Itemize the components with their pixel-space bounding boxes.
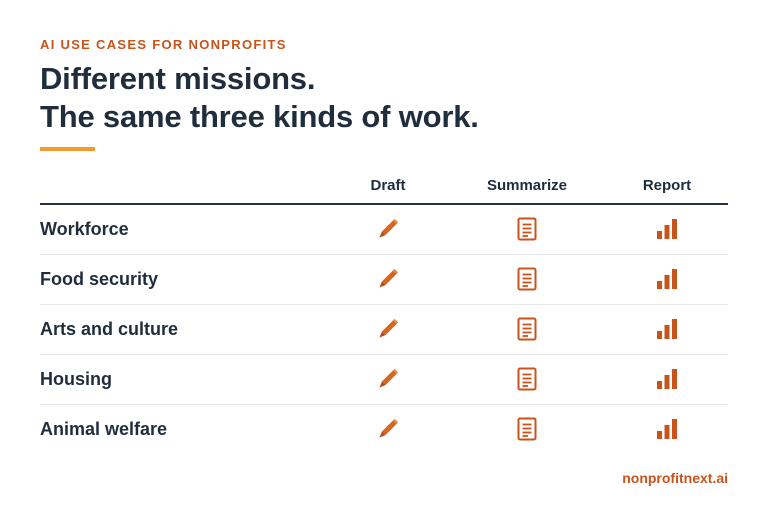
column-header-draft: Draft xyxy=(370,177,406,194)
column-header-report: Report xyxy=(642,177,692,194)
table-row: Housing xyxy=(40,355,728,405)
table-row: Arts and culture xyxy=(40,305,728,355)
row-label: Housing xyxy=(40,369,112,389)
table-row: Animal welfare xyxy=(40,405,728,454)
footer-site-link[interactable]: nonprofitnext.ai xyxy=(622,470,728,486)
headline-line-2: The same three kinds of work. xyxy=(40,99,479,134)
use-case-table: Draft Summarize Report Workforce Food sec… xyxy=(40,172,728,454)
pencil-icon xyxy=(328,317,448,341)
headline: Different missions. The same three kinds… xyxy=(40,60,740,136)
row-label: Food security xyxy=(40,269,159,289)
table-row: Workforce xyxy=(40,205,728,255)
bar-chart-icon xyxy=(607,317,727,341)
headline-line-1: Different missions. xyxy=(40,61,316,96)
document-icon xyxy=(467,217,587,241)
bar-chart-icon xyxy=(607,367,727,391)
table-header: Draft Summarize Report xyxy=(40,172,728,205)
bar-chart-icon xyxy=(607,417,727,441)
document-icon xyxy=(467,367,587,391)
bar-chart-icon xyxy=(607,267,727,291)
pencil-icon xyxy=(328,267,448,291)
table-row: Food security xyxy=(40,255,728,305)
row-label: Animal welfare xyxy=(40,419,168,439)
column-header-summarize: Summarize xyxy=(486,177,568,194)
table-body: Workforce Food security Arts and culture Ho… xyxy=(40,205,728,454)
pencil-icon xyxy=(328,367,448,391)
bar-chart-icon xyxy=(607,217,727,241)
pencil-icon xyxy=(328,417,448,441)
document-icon xyxy=(467,267,587,291)
row-label: Arts and culture xyxy=(40,319,179,339)
row-label: Workforce xyxy=(40,219,129,239)
pencil-icon xyxy=(328,217,448,241)
eyebrow-label: AI USE CASES FOR NONPROFITS xyxy=(40,37,287,52)
accent-bar xyxy=(40,147,95,151)
document-icon xyxy=(467,417,587,441)
document-icon xyxy=(467,317,587,341)
